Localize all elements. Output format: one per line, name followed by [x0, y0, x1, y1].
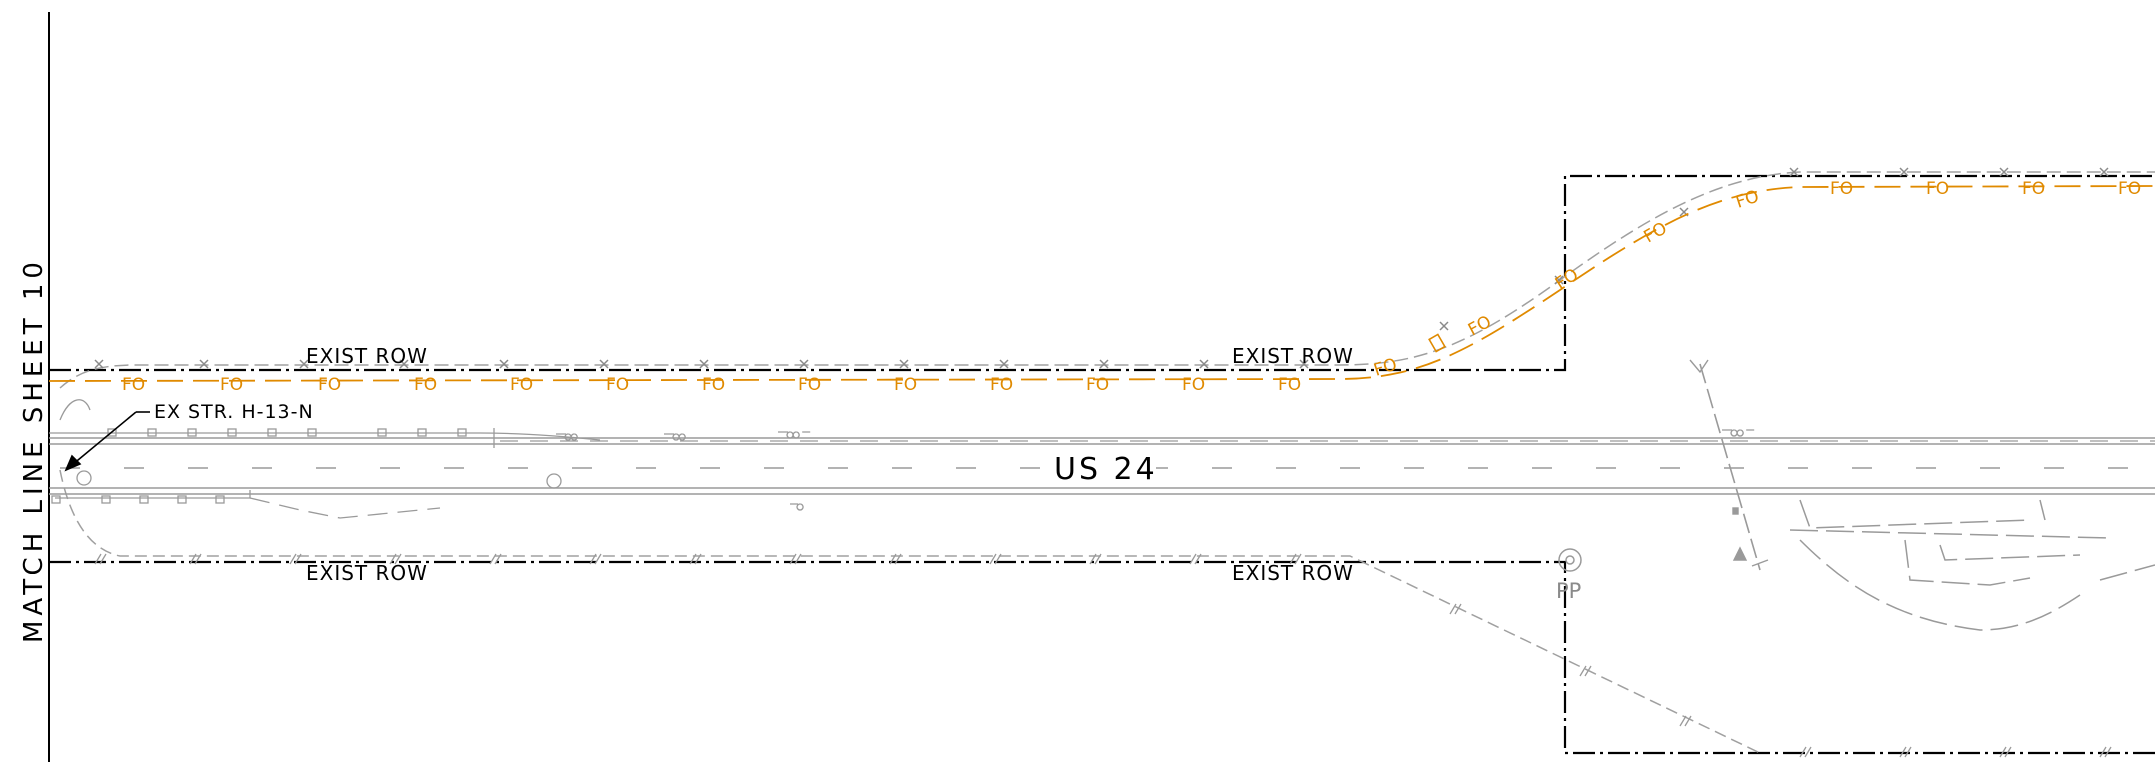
fiber-optic-labels: FO FO FO FO FO FO FO FO FO FO FO FO FO F…	[122, 179, 2141, 395]
svg-text:FO: FO	[1641, 218, 1671, 247]
south-side-features	[51, 490, 804, 519]
svg-text:FO: FO	[1830, 179, 1853, 199]
svg-text:FO: FO	[798, 375, 821, 395]
svg-text:FO: FO	[414, 375, 437, 395]
svg-text:FO: FO	[318, 375, 341, 395]
road-name-knockout	[1048, 450, 1156, 486]
power-pole-label: PP	[1556, 579, 1581, 603]
fiber-optic-line	[48, 185, 2155, 382]
row-label-south-left: EXIST ROW	[306, 561, 428, 585]
north-fence-marks	[94, 167, 2109, 369]
svg-text:FO: FO	[1371, 355, 1399, 381]
guy-wire-ends	[1689, 359, 1769, 567]
svg-text:FO: FO	[1465, 312, 1495, 341]
row-label-south-right: EXIST ROW	[1232, 561, 1354, 585]
svg-text:FO: FO	[1926, 179, 1949, 199]
road-name: US 24	[1054, 452, 1158, 487]
svg-text:FO: FO	[220, 375, 243, 395]
north-fence-line	[59, 171, 2155, 389]
south-row-line	[49, 560, 2155, 755]
structure-leader	[64, 411, 150, 472]
south-fence-marks	[94, 553, 2112, 758]
svg-text:FO: FO	[1278, 375, 1301, 395]
row-label-north-right: EXIST ROW	[1232, 344, 1354, 368]
svg-text:FO: FO	[990, 375, 1013, 395]
svg-text:FO: FO	[1552, 265, 1582, 294]
svg-text:FO: FO	[122, 375, 145, 395]
roadway	[49, 437, 2155, 495]
match-line-label: MATCH LINE SHEET 10	[19, 257, 49, 643]
guy-wire	[1699, 363, 1761, 571]
svg-text:FO: FO	[510, 375, 533, 395]
north-side-features	[49, 399, 1755, 489]
north-row-line	[49, 174, 2155, 372]
row-label-north-left: EXIST ROW	[306, 344, 428, 368]
structure-label: EX STR. H-13-N	[154, 401, 314, 423]
svg-text:FO: FO	[2118, 179, 2141, 199]
svg-text:FO: FO	[1086, 375, 1109, 395]
svg-text:FO: FO	[894, 375, 917, 395]
power-pole	[1558, 548, 1582, 572]
south-fence-line	[59, 469, 1761, 754]
svg-text:FO: FO	[606, 375, 629, 395]
fiber-handhole	[1428, 333, 1446, 353]
east-parcel-features	[1789, 499, 2155, 631]
svg-text:FO: FO	[702, 375, 725, 395]
svg-text:FO: FO	[1733, 187, 1761, 213]
svg-text:FO: FO	[2022, 179, 2045, 199]
svg-text:FO: FO	[1182, 375, 1205, 395]
